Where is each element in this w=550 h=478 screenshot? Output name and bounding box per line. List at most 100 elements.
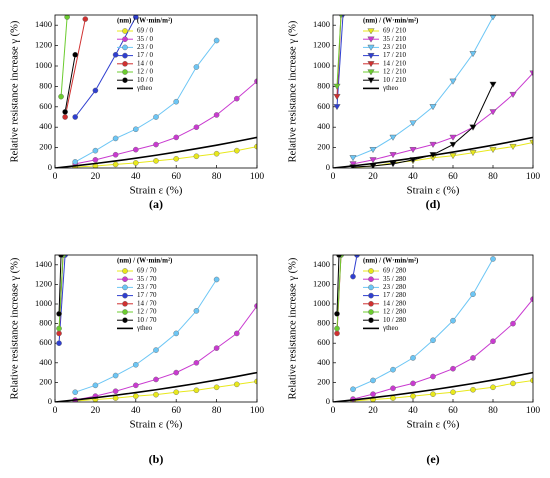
marker xyxy=(490,384,496,391)
marker xyxy=(410,393,416,399)
legend-label: 35 / 70 xyxy=(137,275,157,283)
marker xyxy=(510,320,516,327)
marker xyxy=(367,44,375,51)
marker xyxy=(430,373,436,380)
marker xyxy=(92,157,99,163)
marker xyxy=(133,15,139,20)
marker xyxy=(112,135,119,142)
marker xyxy=(122,309,128,315)
x-tick-label: 40 xyxy=(131,406,141,416)
marker xyxy=(429,104,437,111)
x-tick-label: 60 xyxy=(171,406,181,416)
marker xyxy=(213,150,220,157)
marker xyxy=(112,51,119,58)
marker xyxy=(213,345,220,351)
marker xyxy=(122,28,128,34)
panel: 0 200 400 600 800 1000 1200 1400 0 20 40 60 80 100 (nm… xyxy=(287,14,540,211)
y-tick-label: 0 xyxy=(48,396,52,406)
marker xyxy=(233,95,240,102)
axes-frame xyxy=(54,254,258,403)
marker xyxy=(469,51,477,58)
series-line xyxy=(352,255,358,277)
marker xyxy=(390,385,396,392)
marker xyxy=(233,381,240,388)
marker xyxy=(489,109,497,116)
x-tick-label: 60 xyxy=(448,406,458,416)
y-tick-label: 600 xyxy=(317,101,330,111)
marker xyxy=(122,61,128,67)
x-tick-label: 60 xyxy=(171,172,181,182)
y-axis-label: Relative resistance increase γ (%) xyxy=(9,257,20,399)
marker xyxy=(132,361,139,368)
series-line xyxy=(55,371,257,402)
marker xyxy=(193,387,200,394)
y-tick-label: 800 xyxy=(317,318,330,328)
marker xyxy=(92,87,99,94)
legend-label: 17 / 70 xyxy=(137,291,157,299)
y-axis-label: Relative resistance increase γ (%) xyxy=(9,20,20,162)
y-tick-label: 800 xyxy=(39,80,52,90)
y-tick-label: 1000 xyxy=(35,298,52,308)
y-tick-label: 800 xyxy=(317,80,330,90)
marker xyxy=(354,255,360,258)
marker xyxy=(122,69,128,75)
marker xyxy=(530,296,533,302)
panel: 0 200 400 600 800 1000 1200 1400 0 20 40 60 80 100 (nm… xyxy=(9,14,265,211)
y-tick-label: 600 xyxy=(39,101,52,111)
marker xyxy=(193,308,200,314)
legend-label: 23 / 0 xyxy=(137,43,153,51)
marker xyxy=(450,365,456,372)
legend-label: γtheo xyxy=(382,84,399,92)
x-tick-label: 80 xyxy=(212,406,222,416)
marker xyxy=(336,255,342,258)
legend-label: 10 / 280 xyxy=(383,316,406,324)
marker xyxy=(56,325,62,332)
y-tick-label: 400 xyxy=(39,357,52,367)
marker xyxy=(132,160,139,166)
marker xyxy=(92,147,99,154)
y-tick-label: 1000 xyxy=(35,60,52,70)
x-tick-label: 100 xyxy=(250,172,265,182)
marker xyxy=(122,52,128,59)
y-tick-label: 400 xyxy=(317,357,330,367)
y-tick-label: 1000 xyxy=(313,298,330,308)
marker xyxy=(173,98,179,105)
marker xyxy=(333,83,341,90)
marker xyxy=(450,389,456,396)
marker xyxy=(213,276,220,283)
marker xyxy=(213,37,220,44)
marker xyxy=(58,255,64,258)
marker xyxy=(367,36,375,43)
marker xyxy=(193,359,200,366)
marker xyxy=(510,380,516,387)
marker xyxy=(430,337,436,344)
marker xyxy=(153,376,159,383)
panel: 0 200 400 600 800 1000 1200 1400 0 20 40 60 80 100 (nm… xyxy=(287,254,540,466)
y-tick-label: 0 xyxy=(326,162,330,172)
x-axis-label: Strain ε (%) xyxy=(130,419,183,431)
legend-label: 69 / 280 xyxy=(383,267,406,275)
y-tick-label: 1000 xyxy=(313,60,330,70)
x-tick-label: 60 xyxy=(448,172,458,182)
x-tick-label: 80 xyxy=(488,172,498,182)
marker xyxy=(122,268,128,274)
series-line xyxy=(352,258,494,390)
legend-label: 17 / 210 xyxy=(383,51,406,59)
y-tick-label: 0 xyxy=(48,162,52,172)
marker xyxy=(72,51,78,58)
legend-label: 35 / 280 xyxy=(383,275,406,283)
x-tick-label: 40 xyxy=(131,172,141,182)
marker xyxy=(132,382,139,389)
series-line xyxy=(74,40,217,163)
marker xyxy=(56,310,62,317)
marker xyxy=(368,276,374,283)
panel-label: (a) xyxy=(149,197,163,211)
marker xyxy=(470,291,476,298)
marker xyxy=(409,120,417,127)
marker xyxy=(193,153,200,160)
marker xyxy=(410,380,416,387)
marker xyxy=(112,151,119,158)
